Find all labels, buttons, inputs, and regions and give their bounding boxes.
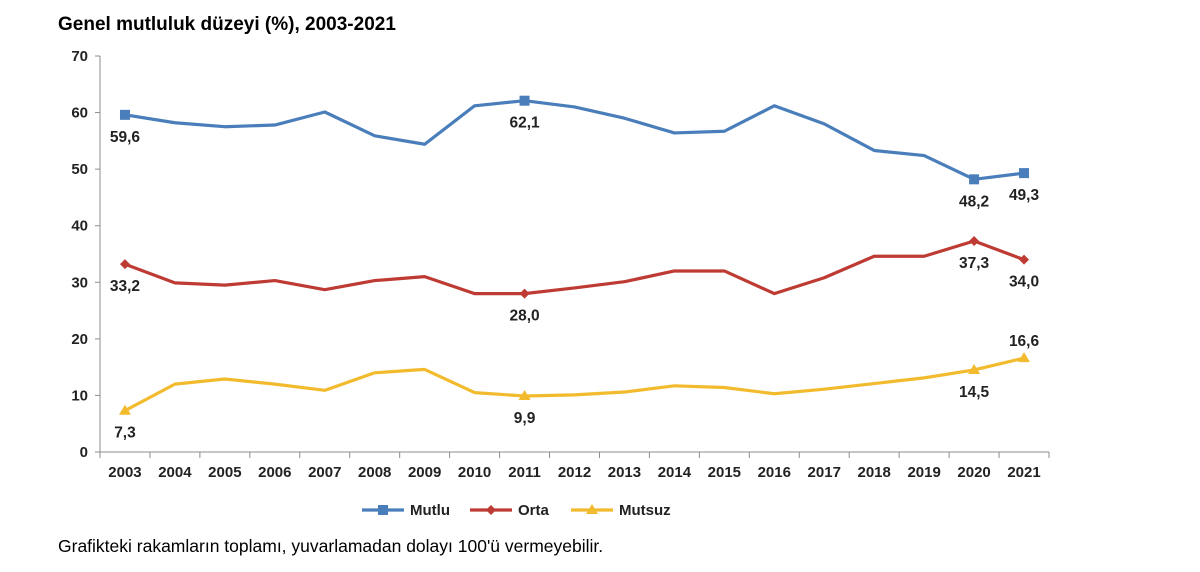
x-tick-label: 2008 (358, 464, 391, 481)
data-point-mutlu (969, 174, 980, 185)
y-tick-label: 20 (71, 331, 88, 348)
x-tick-label: 2014 (658, 464, 692, 481)
data-point-mutlu (119, 109, 130, 120)
series-line-mutlu (123, 99, 1026, 181)
data-point-mutsuz (1018, 352, 1031, 363)
data-point-mutlu (1019, 168, 1030, 179)
line-chart: 0 10 20 30 40 50 60 70 2003 2004 2005 2006 2007 2008 2… (71, 48, 1050, 519)
x-tick-label: 2019 (907, 464, 940, 481)
legend: Mutlu Orta Mutsuz (362, 502, 671, 519)
legend-marker-mutlu (378, 505, 388, 515)
series-markers (118, 95, 1031, 415)
data-point-mutlu (519, 95, 530, 106)
legend-label-mutsuz: Mutsuz (619, 502, 671, 519)
x-tick-label: 2009 (408, 464, 441, 481)
data-label-mutsuz: 7,3 (114, 425, 136, 442)
data-point-orta (519, 288, 530, 299)
y-tick-label: 10 (71, 387, 88, 404)
x-tick-label: 2017 (808, 464, 841, 481)
legend-marker-mutsuz (586, 504, 598, 514)
data-point-mutsuz (968, 363, 981, 374)
data-label-mutsuz: 9,9 (514, 410, 536, 427)
data-label-mutlu: 48,2 (959, 193, 989, 210)
x-tick-label: 2011 (508, 464, 541, 481)
series-line-mutsuz (123, 356, 1026, 413)
y-tick-label: 40 (71, 218, 88, 235)
y-tick-label: 70 (71, 48, 88, 65)
chart-title: Genel mutluluk düzeyi (%), 2003-2021 (58, 14, 396, 35)
x-tick-label: 2015 (708, 464, 741, 481)
y-tick-label: 60 (71, 105, 88, 122)
data-label-orta: 28,0 (509, 308, 539, 325)
x-tick-label: 2021 (1007, 464, 1040, 481)
footnote: Grafikteki rakamların toplamı, yuvarlama… (58, 536, 604, 556)
data-label-orta: 33,2 (110, 278, 140, 295)
x-tick-label: 2003 (108, 464, 141, 481)
data-point-orta (1019, 254, 1030, 265)
x-tick-label: 2010 (458, 464, 491, 481)
axes: 0 10 20 30 40 50 60 70 2003 2004 2005 2006 2007 2008 2… (71, 48, 1050, 481)
legend-marker-orta (486, 505, 496, 515)
data-label-mutlu: 49,3 (1009, 187, 1040, 204)
data-label-orta: 34,0 (1009, 274, 1039, 291)
series-line-orta (123, 239, 1026, 296)
x-tick-label: 2005 (208, 464, 241, 481)
x-tick-label: 2018 (857, 464, 890, 481)
x-tick-label: 2007 (308, 464, 341, 481)
legend-label-mutlu: Mutlu (410, 502, 450, 519)
data-label-mutsuz: 16,6 (1009, 333, 1040, 350)
x-tick-label: 2016 (758, 464, 791, 481)
data-label-mutsuz: 14,5 (959, 384, 990, 401)
data-point-mutsuz (118, 404, 131, 415)
x-tick-label: 2012 (558, 464, 591, 481)
legend-label-orta: Orta (518, 502, 550, 519)
series-lines (123, 99, 1026, 413)
data-point-orta (119, 259, 130, 270)
data-label-orta: 37,3 (959, 255, 990, 272)
x-tick-label: 2004 (158, 464, 192, 481)
data-label-mutlu: 59,6 (110, 129, 141, 146)
y-tick-label: 0 (80, 444, 88, 461)
data-label-mutlu: 62,1 (509, 115, 540, 132)
x-tick-label: 2006 (258, 464, 291, 481)
y-tick-label: 30 (71, 274, 88, 291)
data-point-orta (969, 235, 980, 246)
x-tick-label: 2013 (608, 464, 641, 481)
x-tick-label: 2020 (957, 464, 990, 481)
data-labels: 59,6 62,1 48,2 49,3 33,2 28,0 37,3 34,0 7,3 9,9 14… (110, 115, 1040, 442)
y-tick-label: 50 (71, 161, 88, 178)
data-point-mutsuz (518, 389, 531, 400)
